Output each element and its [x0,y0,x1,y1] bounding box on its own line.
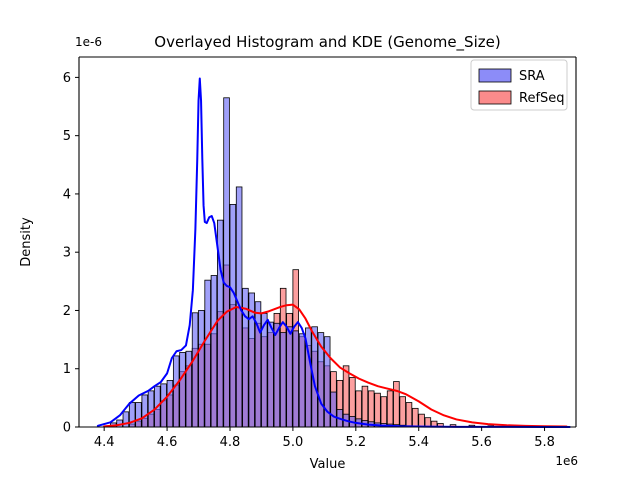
x-tick-label: 5.0 [283,435,304,450]
y-tick-label: 2 [63,304,71,319]
histogram-bar-refseq [380,396,388,428]
y-axis-label: Density [19,217,34,267]
y-tick-label: 5 [63,129,71,144]
axis-labels: 4.4 4.6 4.8 5.0 5.2 5.4 5.6 5.8 0 1 2 3 4 5 6 1e-6 1e6 Va… [19,33,578,472]
y-tick-label: 1 [63,362,71,377]
x-tick-label: 5.2 [345,435,366,450]
histogram-bar-refseq [386,390,394,428]
histogram-bar-refseq [393,381,400,428]
histogram-bar-sra [298,333,306,428]
y-axis-offset-text: 1e-6 [75,35,102,49]
histogram-bar-sra [160,383,167,428]
y-tick-label: 3 [63,246,71,261]
histogram-bar-sra [141,394,149,428]
histogram-bar-sra [279,332,287,428]
x-tick-label: 5.4 [408,435,429,450]
y-tick-label: 6 [63,71,71,86]
histogram-bar-sra [191,312,199,428]
x-tick-label: 5.6 [471,435,492,450]
histogram-bar-sra [330,391,337,428]
histogram-bar-refseq [412,407,419,428]
histogram-bar-sra [223,97,230,428]
histogram-bar-sra [229,204,237,428]
x-axis-offset-text: 1e6 [555,454,578,468]
histogram-bar-sra [198,310,205,428]
histogram-bar-refseq [374,392,381,428]
histogram-bar-sra [172,355,180,428]
histogram-bar-refseq [418,413,425,428]
kde-curve-refseq [103,303,568,428]
legend[interactable]: SRA RefSeq [470,59,568,111]
histogram-bar-sra [147,390,155,428]
legend-swatch-refseq[interactable] [478,90,512,105]
histogram-bar-sra [210,275,218,428]
axes [75,56,577,431]
histogram-bar-sra [286,326,293,428]
legend-label-refseq[interactable]: RefSeq [519,91,565,106]
y-tick-label: 0 [63,421,71,436]
x-tick-label: 4.4 [94,435,115,450]
x-tick-label: 5.8 [534,435,555,450]
chart-title: Overlayed Histogram and KDE (Genome_Size… [154,33,500,52]
kde-curve-sra [96,77,571,428]
histogram-bar-sra [273,322,281,428]
histogram-bar-sra [292,330,299,428]
histogram-bar-sra [267,321,274,428]
histogram-bar-sra [166,379,174,428]
histogram-bar-sra [135,402,142,428]
y-tick-label: 4 [63,187,71,202]
histogram-bar-refseq [424,417,432,428]
histogram-bar-refseq [399,396,406,428]
x-tick-label: 4.6 [157,435,178,450]
x-tick-label: 4.8 [220,435,241,450]
x-axis-label: Value [310,457,346,472]
kde-curves [96,77,571,428]
histogram-bar-sra [179,352,186,428]
legend-swatch-sra[interactable] [478,68,512,83]
legend-label-sra[interactable]: SRA [519,69,545,84]
histogram-bar-sra [204,279,211,428]
histogram-bar-refseq [405,402,413,428]
histogram-bars-sra [110,97,413,428]
